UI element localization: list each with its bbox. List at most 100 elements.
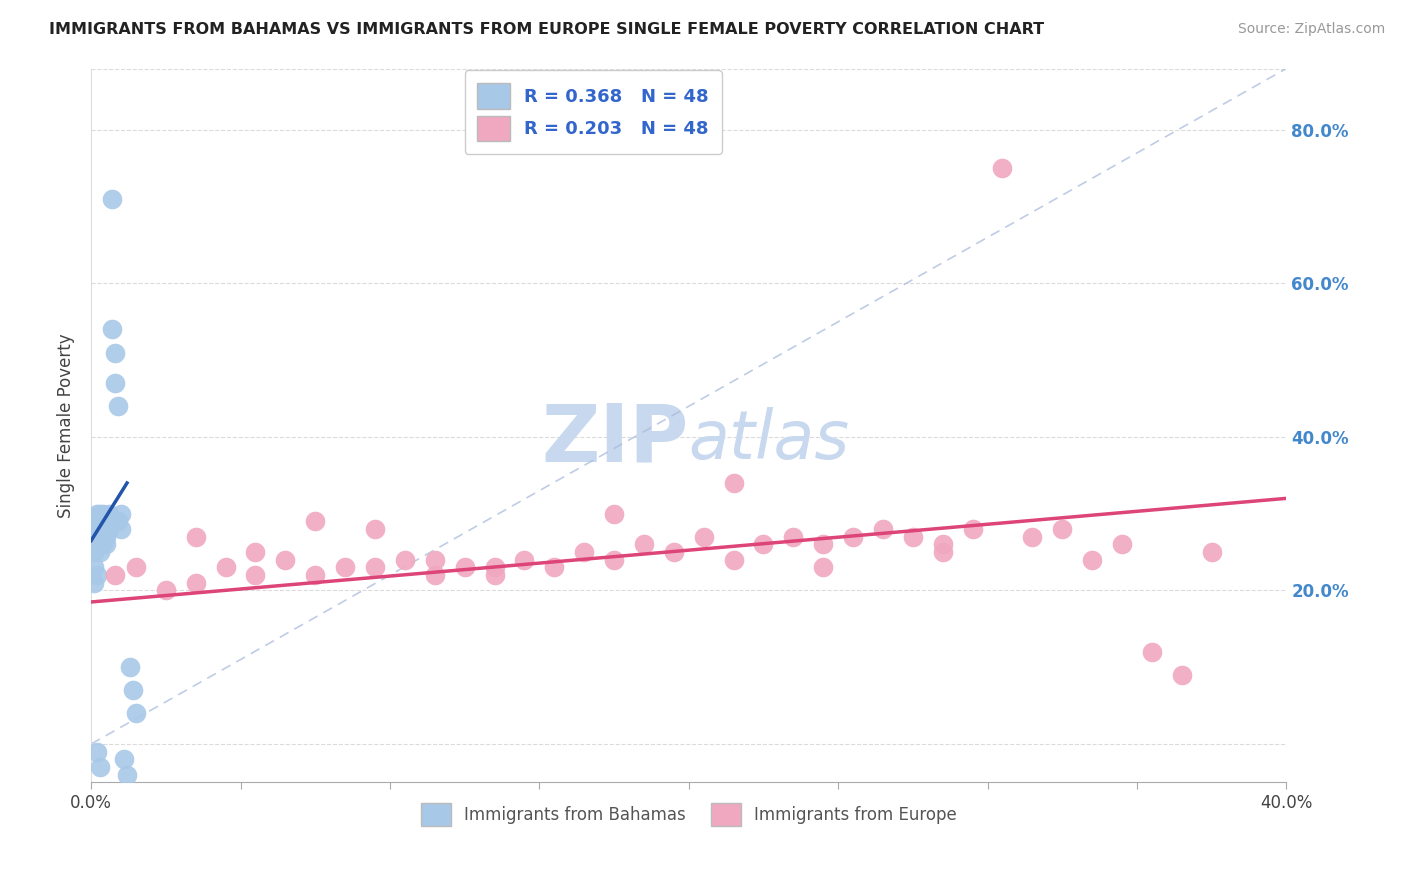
Point	[752, 537, 775, 551]
Point	[104, 568, 127, 582]
Point	[86, 537, 108, 551]
Point	[86, 530, 108, 544]
Point	[91, 530, 114, 544]
Point	[94, 537, 117, 551]
Point	[86, 507, 108, 521]
Point	[83, 537, 105, 551]
Point	[484, 560, 506, 574]
Point	[83, 545, 105, 559]
Point	[931, 537, 953, 551]
Point	[513, 553, 536, 567]
Point	[86, 515, 108, 529]
Point	[1052, 522, 1074, 536]
Point	[91, 537, 114, 551]
Point	[91, 530, 114, 544]
Point	[304, 568, 326, 582]
Point	[572, 545, 595, 559]
Point	[723, 553, 745, 567]
Point	[104, 345, 127, 359]
Point	[394, 553, 416, 567]
Point	[83, 522, 105, 536]
Point	[125, 706, 148, 721]
Point	[89, 507, 111, 521]
Point	[782, 530, 804, 544]
Point	[89, 537, 111, 551]
Point	[94, 530, 117, 544]
Point	[83, 560, 105, 574]
Point	[1140, 645, 1163, 659]
Point	[423, 553, 446, 567]
Point	[633, 537, 655, 551]
Legend: Immigrants from Bahamas, Immigrants from Europe: Immigrants from Bahamas, Immigrants from…	[412, 795, 965, 835]
Point	[91, 522, 114, 536]
Point	[110, 507, 132, 521]
Point	[245, 568, 267, 582]
Point	[91, 507, 114, 521]
Point	[86, 745, 108, 759]
Point	[101, 192, 124, 206]
Point	[603, 507, 626, 521]
Point	[107, 515, 129, 529]
Point	[723, 475, 745, 490]
Point	[1111, 537, 1133, 551]
Point	[333, 560, 356, 574]
Point	[543, 560, 565, 574]
Point	[662, 545, 685, 559]
Point	[184, 575, 207, 590]
Point	[1081, 553, 1104, 567]
Point	[1201, 545, 1223, 559]
Point	[83, 530, 105, 544]
Point	[692, 530, 714, 544]
Point	[89, 530, 111, 544]
Point	[1171, 668, 1194, 682]
Point	[98, 515, 121, 529]
Point	[107, 399, 129, 413]
Text: IMMIGRANTS FROM BAHAMAS VS IMMIGRANTS FROM EUROPE SINGLE FEMALE POVERTY CORRELAT: IMMIGRANTS FROM BAHAMAS VS IMMIGRANTS FR…	[49, 22, 1045, 37]
Point	[274, 553, 297, 567]
Point	[89, 760, 111, 774]
Point	[453, 560, 475, 574]
Point	[89, 545, 111, 559]
Point	[86, 568, 108, 582]
Point	[364, 560, 387, 574]
Point	[991, 161, 1014, 176]
Point	[91, 515, 114, 529]
Point	[89, 530, 111, 544]
Point	[112, 752, 135, 766]
Text: atlas: atlas	[689, 407, 849, 473]
Point	[122, 683, 145, 698]
Point	[842, 530, 865, 544]
Point	[94, 515, 117, 529]
Point	[118, 660, 141, 674]
Point	[484, 568, 506, 582]
Point	[89, 515, 111, 529]
Point	[811, 560, 834, 574]
Point	[94, 522, 117, 536]
Point	[101, 322, 124, 336]
Point	[364, 522, 387, 536]
Point	[214, 560, 236, 574]
Point	[89, 522, 111, 536]
Point	[98, 522, 121, 536]
Text: ZIP: ZIP	[541, 401, 689, 479]
Point	[98, 507, 121, 521]
Point	[931, 545, 953, 559]
Text: Source: ZipAtlas.com: Source: ZipAtlas.com	[1237, 22, 1385, 37]
Point	[104, 376, 127, 391]
Point	[184, 530, 207, 544]
Point	[125, 560, 148, 574]
Point	[304, 515, 326, 529]
Point	[115, 767, 138, 781]
Point	[110, 522, 132, 536]
Point	[962, 522, 984, 536]
Point	[89, 522, 111, 536]
Point	[872, 522, 894, 536]
Point	[86, 522, 108, 536]
Point	[1021, 530, 1043, 544]
Point	[423, 568, 446, 582]
Point	[811, 537, 834, 551]
Point	[901, 530, 924, 544]
Point	[603, 553, 626, 567]
Y-axis label: Single Female Poverty: Single Female Poverty	[58, 333, 75, 517]
Point	[83, 575, 105, 590]
